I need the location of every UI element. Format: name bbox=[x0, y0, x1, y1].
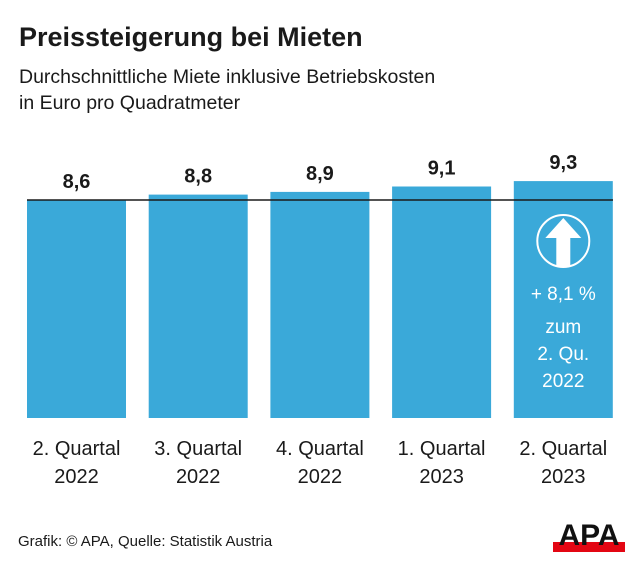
data-label: 8,9 bbox=[306, 163, 334, 185]
x-tick-label: 1. Quartal bbox=[398, 438, 486, 460]
data-label: 9,1 bbox=[428, 158, 456, 180]
chart-title: Preissteigerung bei Mieten bbox=[19, 22, 363, 52]
x-tick-label: 2. Quartal bbox=[519, 438, 607, 460]
x-tick-label: 3. Quartal bbox=[154, 438, 242, 460]
x-tick-label: 2023 bbox=[541, 466, 586, 488]
bar bbox=[148, 194, 248, 418]
annotation-text: 2022 bbox=[542, 371, 584, 392]
x-tick-label: 2023 bbox=[419, 466, 464, 488]
bar bbox=[27, 200, 126, 418]
arrow-up-circle-icon bbox=[536, 214, 591, 268]
bar-chart: 8,6 2. Quartal 2022 8,8 3. Quartal 2022 8,9 4. … bbox=[27, 152, 613, 488]
annotation-text: zum bbox=[545, 317, 581, 338]
apa-logo: APA bbox=[553, 521, 625, 552]
bar bbox=[392, 186, 492, 418]
x-tick-label: 2022 bbox=[298, 466, 343, 488]
svg-text:APA: APA bbox=[558, 521, 619, 552]
x-tick-label: 2. Quartal bbox=[33, 438, 121, 460]
annotation-text: 2. Qu. bbox=[537, 344, 589, 365]
x-tick-label: 4. Quartal bbox=[276, 438, 364, 460]
annotation-text: + 8,1 % bbox=[531, 284, 596, 305]
chart-subtitle-line-2: in Euro pro Quadratmeter bbox=[19, 92, 241, 114]
x-tick-label: 2022 bbox=[54, 466, 99, 488]
data-label: 8,8 bbox=[184, 166, 212, 188]
chart-subtitle-line-1: Durchschnittliche Miete inklusive Betrie… bbox=[19, 66, 436, 88]
x-tick-label: 2022 bbox=[176, 466, 221, 488]
bar bbox=[270, 191, 370, 418]
source-note: Grafik: © APA, Quelle: Statistik Austria bbox=[18, 533, 273, 550]
data-label: 9,3 bbox=[549, 152, 577, 174]
data-label: 8,6 bbox=[63, 171, 91, 193]
arrow-up-icon bbox=[545, 218, 582, 266]
